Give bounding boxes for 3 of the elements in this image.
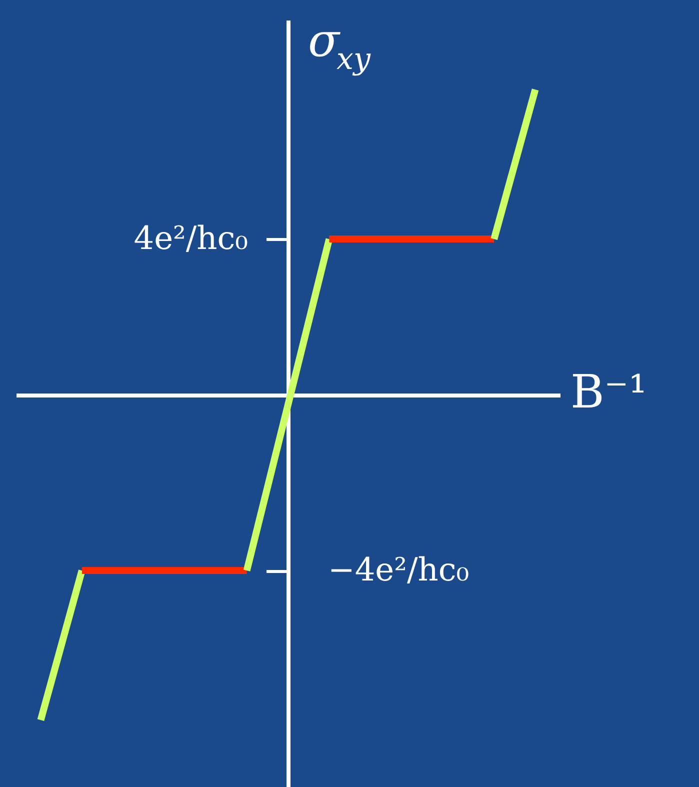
x-axis-title: B⁻¹ (570, 364, 648, 419)
annotation: 4e²/hc₀ (134, 219, 248, 258)
annotation: −4e²/hc₀ (328, 550, 470, 589)
